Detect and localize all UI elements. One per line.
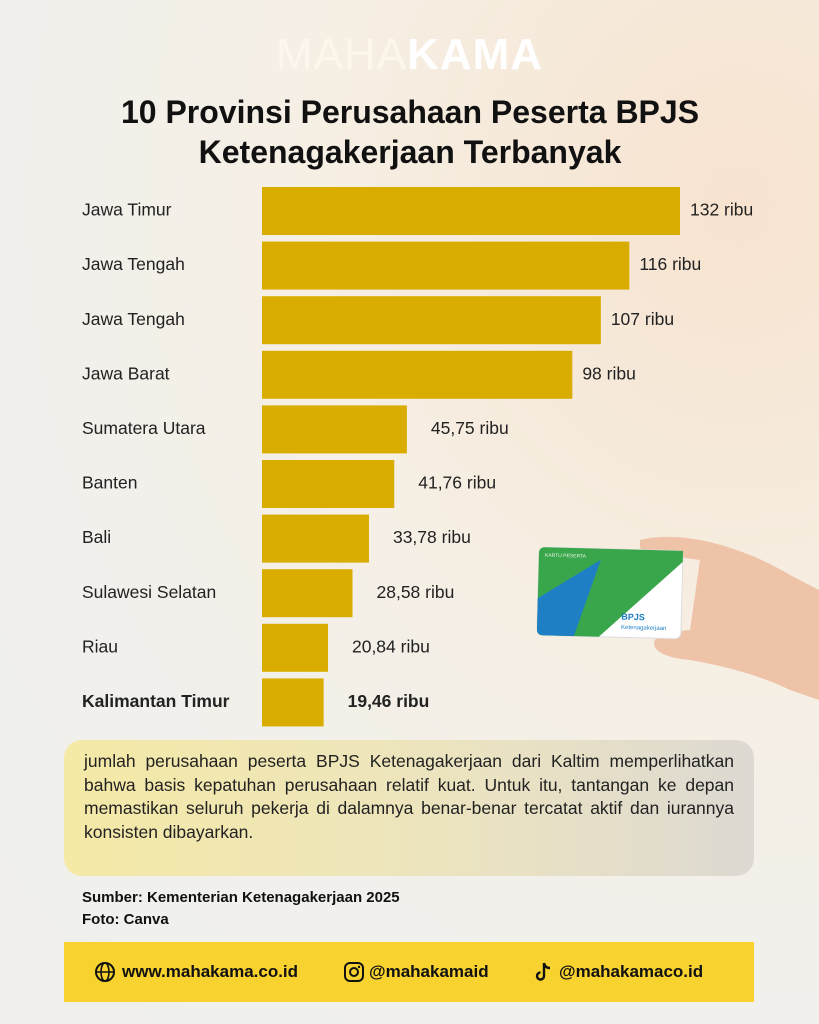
chart: KARTU PESERTA BPJS Ketenagakerjaan Jawa … (82, 187, 819, 727)
category-label: Riau (82, 636, 118, 656)
logo-light: MAHA (275, 30, 408, 79)
bar (262, 241, 630, 290)
card-brand: BPJS (621, 612, 645, 623)
card-stripe-blue (537, 559, 601, 637)
bar (262, 678, 324, 727)
value-label: 98 ribu (582, 363, 636, 383)
instagram-icon (344, 962, 364, 982)
tiktok-icon (535, 962, 551, 981)
value-label: 132 ribu (690, 200, 753, 220)
card-photo: KARTU PESERTA BPJS Ketenagakerjaan (536, 536, 819, 700)
source: Sumber: Kementerian Ketenagakerjaan 2025 (82, 889, 400, 906)
hand (640, 536, 819, 700)
card-brand-sub: Ketenagakerjaan (621, 625, 667, 632)
globe-icon (95, 962, 115, 982)
tiktok: @mahakamaco.id (559, 962, 704, 981)
value-label: 41,76 ribu (418, 473, 496, 493)
bar (262, 514, 369, 563)
category-label: Bali (82, 527, 111, 547)
bar (262, 460, 395, 508)
bar (262, 187, 680, 235)
category-label: Sulawesi Selatan (82, 582, 216, 602)
category-label: Jawa Timur (82, 200, 172, 220)
bar (262, 569, 353, 618)
category-label: Jawa Tengah (82, 309, 185, 329)
value-label: 20,84 ribu (352, 636, 430, 656)
value-label: 33,78 ribu (393, 527, 471, 547)
value-label: 19,46 ribu (348, 691, 430, 711)
category-label: Jawa Barat (82, 363, 170, 383)
category-label: Kalimantan Timur (82, 691, 230, 711)
website: www.mahakama.co.id (122, 962, 299, 981)
bar (262, 350, 573, 399)
logo-bold: KAMA (407, 30, 544, 79)
photo-credit: Foto: Canva (82, 911, 169, 928)
value-label: 45,75 ribu (431, 418, 509, 438)
footer: www.mahakama.co.id @mahakamaid @mahakama… (64, 942, 754, 1002)
category-label: Sumatera Utara (82, 418, 206, 438)
value-label: 28,58 ribu (377, 582, 455, 602)
value-label: 107 ribu (611, 309, 674, 329)
bar (262, 296, 601, 345)
bar (262, 623, 328, 672)
instagram: @mahakamaid (369, 962, 489, 981)
bar (262, 405, 407, 454)
logo: MAHAKAMA (0, 30, 819, 80)
category-label: Banten (82, 473, 137, 493)
card-label: KARTU PESERTA (545, 553, 587, 560)
value-label: 116 ribu (639, 254, 701, 274)
chart-title: 10 Provinsi Perusahaan Peserta BPJS Kete… (120, 94, 700, 170)
category-label: Jawa Tengah (82, 254, 185, 274)
paragraph: jumlah perusahaan peserta BPJS Ketenagak… (64, 740, 754, 876)
